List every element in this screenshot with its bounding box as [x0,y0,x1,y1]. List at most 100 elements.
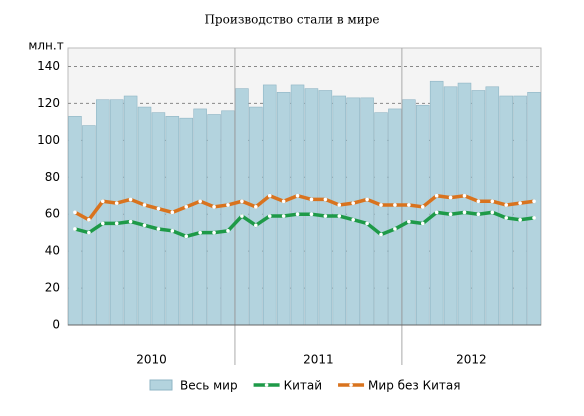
bar [443,86,458,326]
line-point [351,201,355,205]
bar [82,125,96,326]
bar [360,97,374,326]
line-point [73,210,77,215]
line-point [490,199,495,204]
bar [179,117,194,326]
line-point [434,193,439,198]
legend-swatch-point [349,383,353,387]
chart-title: Производство стали в мире [204,13,379,27]
bar [346,97,360,326]
line-point [73,227,77,231]
y-tick-label: 40 [45,244,60,258]
line-point [532,199,536,204]
legend-swatch [149,379,173,391]
line-point [351,217,355,222]
line-point [462,193,467,198]
line-point [337,214,342,218]
line-point [434,210,439,215]
bar [123,95,138,326]
line-point [407,203,411,207]
y-tick-label: 20 [45,281,60,295]
line-point [267,214,272,218]
bar [415,104,430,326]
line-point [420,221,425,226]
line-point [226,229,230,233]
y-axis-title: млн.т [28,39,63,53]
line-point [393,203,397,207]
line-point [379,232,383,237]
line-point [448,212,453,216]
bar [207,114,221,326]
line-point [184,234,189,239]
line-point [254,205,258,209]
line-point [323,214,328,218]
line-point [518,201,522,205]
line-point [365,197,369,202]
line-point [323,197,328,202]
line-point [226,203,230,207]
y-tick-label: 80 [45,170,60,184]
bar [96,99,110,326]
legend-swatch-point [264,383,269,387]
line-point [114,221,119,226]
y-tick-label: 120 [37,96,60,110]
x-group-label: 2012 [456,353,487,367]
bar [262,84,277,326]
line-point [281,199,286,204]
bar [165,116,180,326]
bar [499,95,513,326]
line-point [87,217,91,222]
line-point [184,205,189,209]
line-point [114,201,119,205]
y-tick-label: 60 [45,207,60,221]
line-point [156,206,161,211]
line-point [198,199,202,204]
x-group-label: 2010 [136,353,167,367]
bar [304,88,319,326]
bar [221,110,235,326]
line-point [504,203,509,207]
line-point [254,223,258,228]
line-point [407,219,411,224]
line-point [142,203,147,207]
line-point [240,214,244,218]
line-point [393,227,397,231]
line-point [476,199,481,204]
line-point [309,197,314,202]
bar [388,108,402,326]
line-point [170,210,175,215]
line-point [128,219,133,224]
bar [68,116,82,326]
bar [290,84,305,326]
legend-label: Китай [284,379,322,393]
bar [151,112,166,326]
x-group-label: 2011 [303,353,334,367]
bar [513,95,527,326]
y-tick-label: 100 [37,133,60,147]
line-point [365,221,369,226]
line-point [420,205,425,209]
bar [527,92,541,326]
bar [249,106,263,326]
bar [374,112,388,326]
line-point [448,195,453,200]
bar [137,106,152,326]
bar [402,99,416,326]
bar [235,88,249,326]
line-point [532,216,536,220]
bar [485,86,500,326]
bar [193,108,207,326]
bar [318,90,333,326]
bar [332,95,347,326]
line-point [267,193,272,198]
line-point [170,229,175,233]
line-point [379,203,383,207]
line-point [100,221,105,226]
line-point [87,230,91,235]
line-point [490,210,495,215]
line-point [100,199,105,204]
bar [457,82,472,326]
legend-label: Весь мир [180,379,238,393]
line-point [212,230,216,235]
